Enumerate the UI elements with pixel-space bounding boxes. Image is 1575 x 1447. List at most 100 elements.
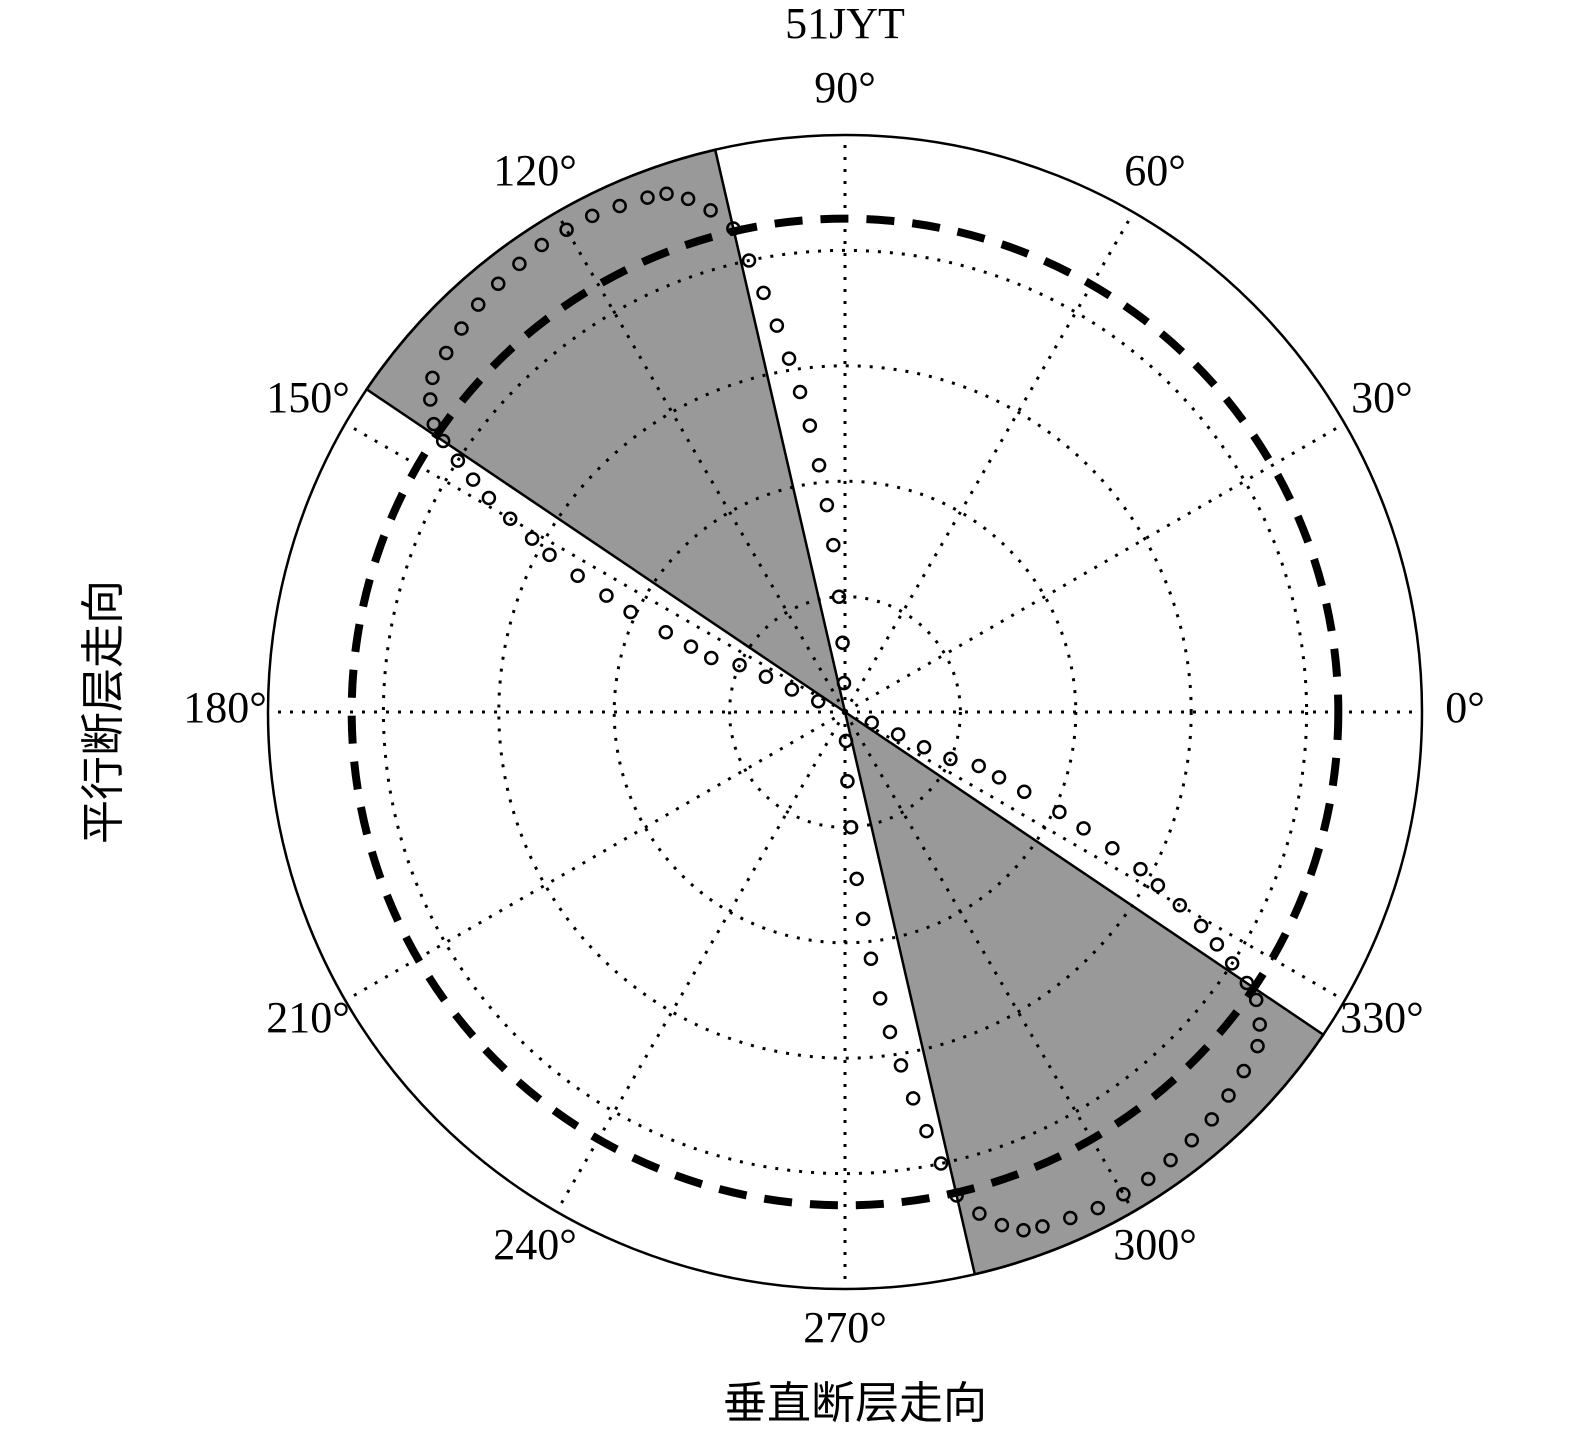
grid-spoke	[344, 710, 846, 1002]
data-point	[1090, 1200, 1106, 1216]
data-point	[835, 635, 850, 651]
data-point	[683, 639, 699, 654]
data-point	[972, 1206, 987, 1221]
y-axis-label: 平行断层走向	[79, 580, 128, 844]
chart-title: 51JYT	[785, 0, 905, 48]
data-point	[1016, 784, 1032, 800]
data-point	[1016, 1223, 1031, 1238]
data-point	[943, 751, 958, 767]
theta-tick-label: 210°	[266, 993, 350, 1042]
x-axis-label: 垂直断层走向	[723, 1379, 987, 1428]
data-point	[542, 547, 557, 563]
data-point	[726, 221, 741, 236]
data-point	[1224, 956, 1240, 971]
data-point	[1193, 918, 1209, 934]
grid-spoke	[344, 422, 846, 714]
data-point	[882, 1024, 898, 1040]
data-point	[1204, 1112, 1220, 1127]
data-point	[864, 715, 879, 731]
data-point	[524, 531, 540, 546]
data-point	[465, 472, 481, 487]
data-point	[1133, 861, 1148, 877]
data-point	[1052, 804, 1067, 820]
data-point	[1236, 1063, 1252, 1079]
data-point	[481, 490, 497, 506]
data-point	[1221, 1088, 1236, 1103]
data-point	[703, 203, 718, 218]
data-point	[1184, 1132, 1200, 1148]
data-point	[991, 770, 1007, 785]
data-point	[792, 384, 808, 400]
data-point	[423, 392, 438, 407]
data-point	[840, 773, 855, 789]
data-point	[502, 511, 518, 526]
grid-spoke	[555, 211, 847, 713]
grid-spoke	[555, 711, 847, 1213]
data-point	[425, 370, 440, 386]
data-point	[971, 758, 986, 774]
data-point	[781, 351, 797, 366]
data-point	[916, 739, 932, 755]
data-point	[454, 321, 469, 336]
data-point	[1150, 878, 1166, 893]
data-point	[802, 418, 818, 433]
grid-spoke	[843, 711, 1135, 1213]
theta-tick-label: 30°	[1351, 373, 1413, 422]
data-point	[1063, 1210, 1078, 1226]
data-point	[1116, 1186, 1131, 1202]
data-point	[849, 871, 864, 887]
reference-circle	[347, 214, 1343, 1210]
data-point	[826, 537, 841, 553]
data-point	[435, 433, 451, 449]
data-point	[1172, 898, 1188, 913]
data-point	[559, 222, 574, 238]
data-point	[1252, 1017, 1267, 1032]
data-point	[658, 624, 674, 640]
grid-spoke	[844, 710, 1346, 1002]
data-point	[769, 318, 785, 333]
data-point	[623, 604, 638, 620]
theta-tick-label: 150°	[266, 373, 350, 422]
data-point	[994, 1217, 1010, 1233]
grid-spoke	[843, 211, 1135, 713]
data-point	[949, 1188, 964, 1203]
grid-spoke	[844, 422, 1346, 714]
theta-tick-label: 90°	[814, 63, 876, 112]
data-point	[838, 733, 854, 749]
data-point	[612, 198, 627, 214]
data-point	[1209, 937, 1225, 952]
theta-tick-label: 120°	[493, 146, 577, 195]
data-point	[534, 237, 549, 253]
data-point	[732, 657, 747, 673]
theta-tick-label: 330°	[1340, 993, 1424, 1042]
data-point	[893, 1058, 909, 1073]
data-point	[872, 991, 888, 1006]
theta-tick-label: 180°	[183, 683, 267, 732]
theta-tick-label: 60°	[1124, 146, 1186, 195]
data-point	[680, 191, 696, 207]
theta-tick-label: 0°	[1445, 683, 1485, 732]
data-point	[512, 256, 527, 272]
data-point	[919, 1123, 934, 1139]
theta-tick-label: 270°	[803, 1303, 887, 1352]
theta-tick-label: 300°	[1113, 1220, 1197, 1269]
data-point	[704, 650, 719, 666]
data-point	[1239, 975, 1255, 991]
data-point	[1035, 1219, 1050, 1234]
grid-circle	[497, 364, 1193, 1060]
data-point	[758, 669, 774, 685]
data-point	[1163, 1152, 1178, 1168]
data-point	[843, 819, 859, 835]
data-point	[570, 568, 585, 584]
data-point	[831, 589, 847, 605]
data-point	[426, 416, 442, 432]
data-point	[890, 727, 906, 742]
data-point	[1248, 992, 1264, 1008]
data-point	[1141, 1171, 1156, 1187]
data-point	[784, 682, 800, 697]
data-point	[855, 911, 871, 927]
data-point	[1076, 821, 1091, 836]
data-point	[1105, 840, 1120, 856]
data-point	[599, 588, 614, 603]
